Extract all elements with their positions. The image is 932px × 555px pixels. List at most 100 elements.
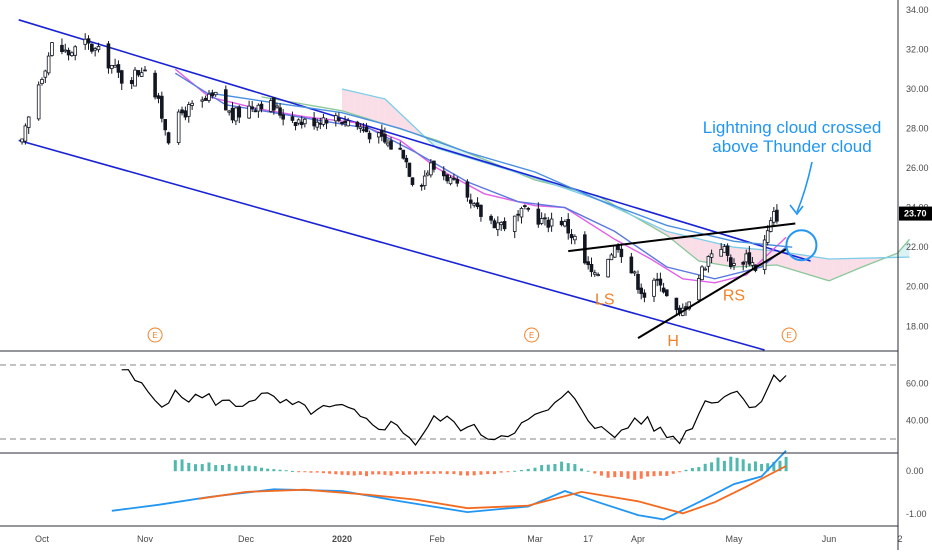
candle-body bbox=[389, 140, 393, 150]
candle-body bbox=[636, 273, 640, 290]
macd-histogram-bar bbox=[173, 460, 177, 472]
candle-body bbox=[293, 122, 298, 127]
cloud-fill-segment bbox=[660, 228, 667, 236]
candle-body bbox=[496, 222, 500, 231]
time-tick-label: Mar bbox=[527, 534, 543, 544]
time-tick-label: Oct bbox=[35, 534, 50, 544]
macd-histogram-bar bbox=[328, 471, 332, 474]
candle-body bbox=[741, 261, 745, 265]
macd-line bbox=[111, 449, 787, 521]
candle-body bbox=[256, 104, 261, 112]
candle-body bbox=[732, 263, 736, 266]
candle-body bbox=[153, 72, 157, 98]
cloud-fill-segment bbox=[348, 90, 355, 115]
candle-body bbox=[658, 278, 663, 286]
candle-body bbox=[516, 213, 520, 216]
macd-histogram-bar bbox=[479, 471, 483, 475]
candle-body bbox=[96, 46, 101, 51]
macd-histogram-bar bbox=[735, 457, 739, 472]
candle-body bbox=[223, 89, 228, 111]
candle-body bbox=[512, 215, 517, 232]
price-tick-label: 20.00 bbox=[906, 282, 929, 292]
candle-body bbox=[639, 287, 643, 295]
macd-histogram-bar bbox=[586, 470, 590, 472]
macd-histogram-bar bbox=[180, 459, 184, 472]
cloud-fill-segment bbox=[686, 235, 693, 256]
channel-lower-line bbox=[18, 139, 765, 351]
candle-body bbox=[66, 49, 71, 56]
candle-body bbox=[665, 289, 669, 297]
macd-histogram-bar bbox=[678, 471, 682, 473]
candle-body bbox=[407, 162, 412, 177]
macd-histogram-bar bbox=[309, 471, 313, 473]
candle-body bbox=[380, 129, 384, 137]
candle-body bbox=[227, 110, 231, 113]
candle-body bbox=[210, 92, 215, 97]
macd-histogram-bar bbox=[580, 468, 584, 472]
macd-histogram-bar bbox=[658, 471, 662, 476]
candle-body bbox=[441, 170, 446, 177]
time-tick-label: 2020 bbox=[332, 534, 352, 544]
macd-histogram-bar bbox=[220, 464, 224, 472]
candle-body bbox=[475, 202, 480, 208]
candle-body bbox=[593, 272, 597, 275]
macd-histogram-bar bbox=[290, 470, 294, 472]
macd-histogram-bar bbox=[593, 471, 597, 474]
macd-histogram-bar bbox=[665, 471, 669, 476]
candle-body bbox=[247, 105, 251, 119]
candle-body bbox=[612, 244, 617, 258]
candle-body bbox=[404, 157, 409, 163]
candle-body bbox=[324, 119, 329, 124]
candle-body bbox=[536, 208, 541, 225]
cloud-fill-segment bbox=[409, 122, 416, 134]
time-tick-label: May bbox=[725, 534, 743, 544]
candle-body bbox=[190, 102, 194, 106]
macd-histogram-bar bbox=[358, 471, 362, 475]
candle-body bbox=[559, 220, 564, 226]
macd-panel: 0.00 -1.00 bbox=[111, 449, 927, 521]
candle-body bbox=[334, 115, 338, 122]
macd-histogram-bar bbox=[438, 471, 442, 474]
candle-body bbox=[281, 114, 285, 120]
candle-body bbox=[259, 103, 264, 110]
candle-body bbox=[401, 149, 406, 159]
neckline-trendline bbox=[568, 222, 796, 253]
candle-body bbox=[180, 109, 184, 114]
candle-body bbox=[26, 116, 31, 128]
candle-body bbox=[166, 132, 171, 144]
time-tick-label: 2 bbox=[897, 534, 902, 544]
highlight-circle bbox=[785, 229, 818, 262]
candle-body bbox=[90, 43, 94, 52]
candle-body bbox=[237, 106, 242, 118]
candle-body bbox=[203, 97, 208, 101]
candle-body bbox=[60, 44, 64, 53]
candle-body bbox=[419, 184, 424, 187]
candle-body bbox=[133, 69, 137, 87]
macd-histogram-bar bbox=[703, 463, 707, 472]
candle-body bbox=[250, 106, 254, 109]
time-tick-label: 17 bbox=[583, 534, 593, 544]
candle-body bbox=[23, 125, 28, 142]
candle-body bbox=[563, 221, 567, 227]
macd-histogram-bar bbox=[346, 471, 350, 476]
macd-histogram-bar bbox=[499, 471, 503, 473]
candle-body bbox=[398, 147, 403, 150]
candle-body bbox=[750, 262, 755, 266]
macd-histogram-bar bbox=[465, 471, 469, 476]
cloud-fill-segment bbox=[829, 258, 834, 281]
candle-body bbox=[465, 181, 470, 198]
macd-histogram-bar bbox=[741, 459, 745, 472]
macd-histogram-bar bbox=[247, 465, 251, 472]
signal-line bbox=[198, 465, 787, 515]
macd-histogram-bar bbox=[729, 456, 733, 472]
cloud-fill-segment bbox=[822, 258, 829, 281]
time-tick-label: Apr bbox=[631, 534, 645, 544]
candle-body bbox=[207, 93, 211, 101]
macd-histogram-bar bbox=[697, 467, 701, 472]
pattern-trendlines bbox=[568, 222, 796, 339]
macd-histogram-bar bbox=[272, 469, 276, 472]
candle-body bbox=[586, 261, 590, 266]
macd-histogram-bar bbox=[519, 469, 523, 472]
